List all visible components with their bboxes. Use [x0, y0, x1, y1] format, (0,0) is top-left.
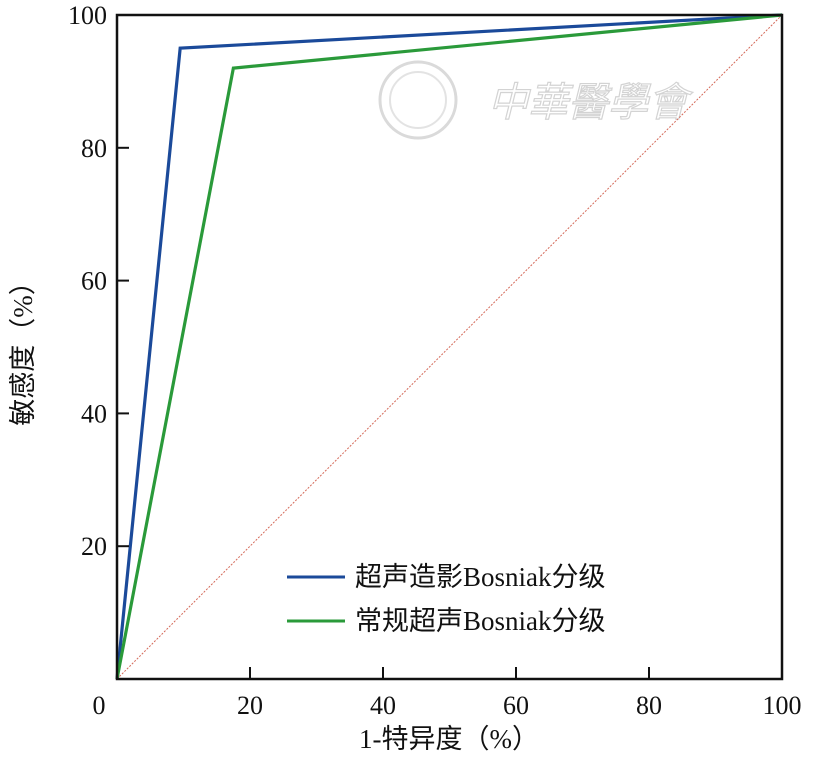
- y-axis-title: 敏感度（%）: [8, 268, 38, 426]
- series-line-1: [115, 13, 783, 680]
- x-tick-label: 40: [370, 691, 396, 720]
- plot-area: [115, 13, 783, 680]
- y-tick-label: 100: [68, 1, 107, 30]
- watermark-seal-icon: [378, 60, 458, 140]
- y-tick-label: 40: [81, 399, 107, 428]
- y-tick-label: 80: [81, 134, 107, 163]
- watermark: 中華醫學會: [378, 60, 694, 140]
- y-axis: 20 40 60 80 100: [68, 1, 129, 561]
- y-tick-label: 20: [81, 532, 107, 561]
- legend-label-2: 常规超声Bosniak分级: [355, 606, 606, 636]
- legend-label-1: 超声造影Bosniak分级: [355, 562, 606, 592]
- watermark-text: 中華醫學會: [488, 80, 693, 126]
- x-tick-label: 100: [763, 691, 802, 720]
- x-tick-label: 20: [237, 691, 263, 720]
- reference-diagonal-line: [116, 14, 783, 680]
- x-tick-label: 0: [93, 691, 106, 720]
- x-axis-title: 1-特异度（%）: [359, 724, 539, 754]
- x-axis: 0 20 40 60 80 100: [93, 667, 802, 720]
- x-tick-label: 60: [503, 691, 529, 720]
- plot-frame: [115, 13, 784, 681]
- y-tick-label: 60: [81, 267, 107, 296]
- series-line-2: [115, 13, 783, 680]
- x-tick-label: 80: [636, 691, 662, 720]
